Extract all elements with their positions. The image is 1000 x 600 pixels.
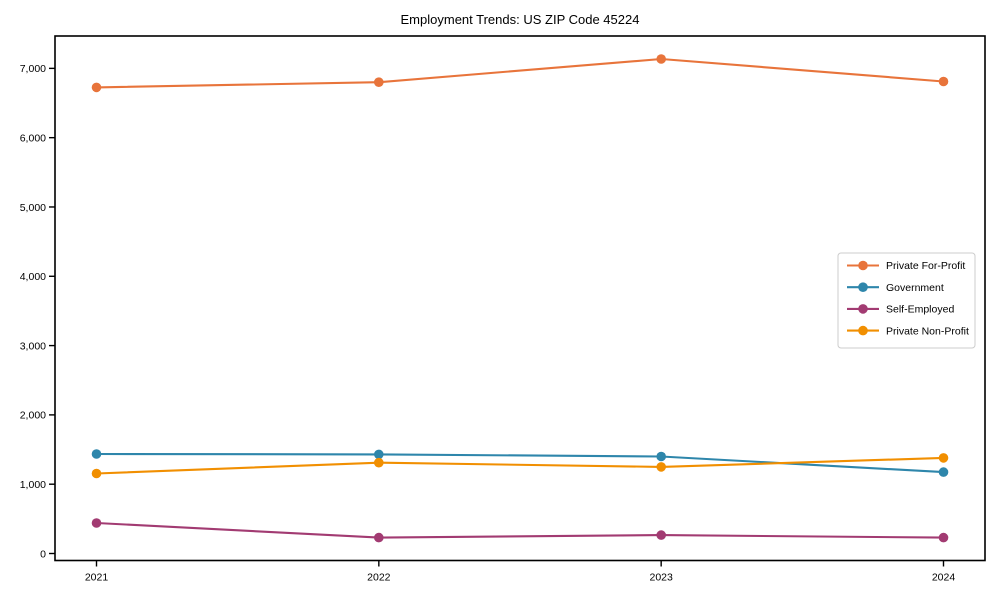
legend-label: Government [886, 282, 944, 294]
data-point-self-employed [938, 532, 949, 543]
legend-box [837, 252, 976, 349]
legend-label: Self-Employed [886, 304, 954, 316]
data-point-government [656, 451, 666, 462]
x-tick-label: 2021 [85, 572, 109, 584]
data-point-private-non-profit [91, 468, 102, 479]
series-line-self-employed [95, 521, 945, 539]
y-tick-label: 2,000 [20, 410, 46, 422]
data-point-self-employed [91, 518, 102, 528]
x-tick-label: 2022 [367, 572, 391, 584]
plot-area: 0 1,000 2,000 3,000 4,000 5,000 6,000 7,000 2021… [20, 35, 986, 584]
legend-item-self-employed: Self-Employed [847, 304, 954, 316]
legend-marker [858, 282, 868, 293]
legend-label: Private Non-Profit [886, 325, 969, 337]
x-tick-label: 2023 [649, 572, 673, 584]
data-point-private-for-profit [656, 54, 666, 64]
data-point-self-employed [374, 532, 384, 543]
series-line-private-for-profit [95, 57, 945, 89]
legend-marker [858, 325, 868, 336]
data-point-self-employed [656, 530, 666, 540]
legend-label: Private For-Profit [886, 260, 965, 272]
legend-item-private-for-profit: Private For-Profit [847, 260, 965, 272]
y-tick-label: 5,000 [20, 202, 46, 214]
legend-item-private-non-profit: Private Non-Profit [847, 325, 969, 337]
y-tick-label: 3,000 [20, 340, 46, 352]
data-point-government [374, 449, 384, 460]
series-line-government [95, 452, 945, 474]
y-tick-label: 4,000 [20, 271, 46, 283]
data-point-private-for-profit [374, 77, 384, 87]
data-point-private-non-profit [374, 457, 384, 468]
data-point-private-for-profit [91, 82, 102, 93]
y-tick-label: 7,000 [20, 63, 46, 75]
data-point-private-for-profit [938, 76, 949, 87]
legend: Private For-Profit Government Self-Employe… [837, 252, 976, 349]
y-tick-label: 1,000 [20, 479, 46, 491]
legend-marker [858, 260, 868, 271]
y-tick-label: 6,000 [20, 132, 46, 144]
data-point-government [91, 449, 102, 459]
legend-item-government: Government [847, 282, 944, 294]
x-tick-label: 2024 [932, 572, 956, 584]
axes-frame [54, 35, 986, 562]
series-line-private-non-profit [95, 456, 945, 475]
data-point-government [938, 467, 949, 477]
chart-title: Employment Trends: US ZIP Code 45224 [401, 12, 640, 27]
y-tick-label: 0 [40, 548, 46, 560]
legend-marker [858, 304, 868, 314]
data-point-private-non-profit [656, 462, 666, 472]
data-point-private-non-profit [938, 453, 949, 463]
